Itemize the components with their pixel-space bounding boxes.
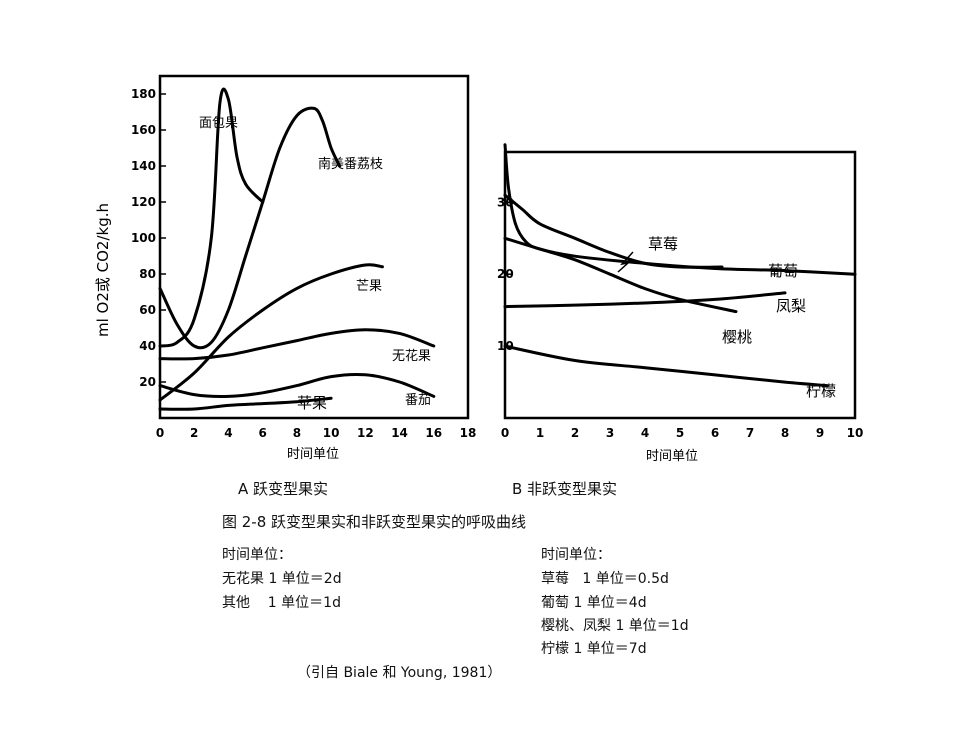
x-tick-label: 5 (676, 426, 684, 440)
series-line-4 (158, 328, 436, 361)
panel-a-frame (158, 74, 470, 420)
notes-right-line-2: 葡萄 1 单位＝4d (541, 595, 647, 611)
y-tick-label: 20 (497, 267, 514, 281)
x-tick-label: 6 (258, 426, 266, 440)
x-tick-label: 6 (711, 426, 719, 440)
label-lemon: 柠檬 (806, 382, 836, 400)
x-tick-label: 10 (847, 426, 864, 440)
notes-left-line-2: 其他 1 单位＝1d (222, 595, 341, 611)
x-tick-label: 12 (357, 426, 374, 440)
notes-left-heading: 时间单位： (222, 547, 292, 563)
notes-right-line-1: 草莓 1 单位＝0.5d (541, 571, 669, 587)
label-pineapple: 凤梨 (776, 297, 806, 315)
notes-right-line-3: 樱桃、凤梨 1 单位＝1d (541, 618, 689, 634)
x-tick-label: 4 (641, 426, 649, 440)
x-tick-label: 16 (425, 426, 442, 440)
y-tick-label: 60 (139, 303, 156, 317)
x-tick-label: 8 (781, 426, 789, 440)
x-tick-label: 14 (391, 426, 408, 440)
series-line-3 (503, 291, 787, 309)
x-tick-label: 1 (536, 426, 544, 440)
x-tick-label: 10 (323, 426, 340, 440)
series-line-4 (503, 236, 738, 314)
x-tick-label: 2 (571, 426, 579, 440)
x-tick-label: 9 (816, 426, 824, 440)
y-tick-label: 180 (131, 87, 156, 101)
label-breadfruit: 面包果 (199, 116, 238, 131)
y-tick-label: 100 (131, 231, 156, 245)
panel-b-frame (503, 150, 857, 420)
label-strawberry: 草莓 (648, 235, 678, 253)
y-tick-label: 140 (131, 159, 156, 173)
series-line-6 (158, 396, 333, 411)
label-grape: 葡萄 (768, 262, 798, 280)
notes-right-line-4: 柠檬 1 单位＝7d (541, 641, 647, 657)
y-tick-label: 20 (139, 375, 156, 389)
figure-caption: 图 2-8 跃变型果实和非跃变型果实的呼吸曲线 (222, 513, 527, 531)
x-tick-label: 0 (156, 426, 164, 440)
label-fig: 无花果 (392, 348, 431, 364)
x-tick-label: 2 (190, 426, 198, 440)
strawberry-pointer (617, 251, 634, 273)
series-line-5 (158, 372, 436, 398)
x-tick-label: 3 (606, 426, 614, 440)
label-tomato: 番茄 (405, 393, 431, 408)
panel-a-caption: A 跃变型果实 (238, 480, 329, 498)
series-line-3 (158, 263, 384, 402)
label-mango: 芒果 (356, 278, 382, 294)
label-apple: 苹果 (297, 394, 327, 412)
x-tick-label: 0 (501, 426, 509, 440)
panel-a-y-axis-label: ml O2或 CO2/kg.h (94, 203, 112, 337)
series-line-2 (158, 106, 342, 350)
y-tick-label: 160 (131, 123, 156, 137)
panel-a-x-axis-label: 时间单位 (287, 447, 339, 462)
notes-right-heading: 时间单位： (541, 547, 611, 563)
series-line-5 (503, 344, 829, 388)
series-line-1 (503, 193, 724, 269)
x-tick-label: 4 (224, 426, 232, 440)
label-cherry: 樱桃 (722, 328, 752, 346)
label-cherimoya: 南美番荔枝 (318, 156, 383, 172)
y-tick-label: 80 (139, 267, 156, 281)
citation: （引自 Biale 和 Young, 1981） (297, 665, 502, 681)
y-tick-label: 120 (131, 195, 156, 209)
notes-left-line-1: 无花果 1 单位＝2d (222, 571, 342, 587)
y-tick-label: 40 (139, 339, 156, 353)
panel-b-caption: B 非跃变型果实 (512, 480, 618, 498)
x-tick-label: 8 (293, 426, 301, 440)
panel-b-x-axis-label: 时间单位 (646, 449, 698, 464)
x-tick-label: 18 (460, 426, 477, 440)
x-tick-label: 7 (746, 426, 754, 440)
